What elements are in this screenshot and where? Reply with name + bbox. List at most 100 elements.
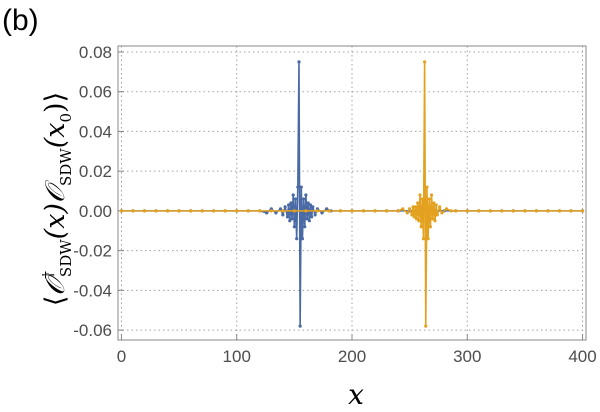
data-point (557, 209, 562, 213)
svg-text:⟨𝒪†SDW(x)𝒪SDW(x0)⟩: ⟨𝒪†SDW(x)𝒪SDW(x0)⟩ (39, 92, 75, 306)
data-point (454, 209, 458, 213)
series-line (121, 61, 583, 327)
data-point (580, 209, 585, 213)
data-point (361, 209, 366, 213)
y-axis-title: ⟨𝒪†SDW(x)𝒪SDW(x0)⟩ (39, 92, 75, 306)
x-tick-label: 100 (223, 347, 251, 366)
x-tick-label: 300 (453, 347, 481, 366)
y-title-dagger: † (39, 271, 57, 279)
data-point (165, 209, 170, 213)
data-point (292, 225, 296, 229)
data-point (320, 211, 324, 215)
data-point (419, 225, 423, 229)
y-tick-label: 0.00 (79, 202, 112, 221)
data-point (131, 209, 135, 213)
data-point (274, 211, 278, 215)
y-title-open: ⟨ (40, 296, 71, 307)
data-point (177, 209, 181, 213)
data-point (432, 201, 436, 205)
data-point (411, 205, 415, 209)
data-point (438, 205, 442, 209)
plot-frame (117, 45, 587, 341)
data-point (435, 213, 439, 217)
data-point (449, 209, 453, 213)
data-point (283, 205, 287, 209)
y-title-sub2: SDW (57, 148, 75, 186)
data-point (288, 219, 292, 223)
data-point (546, 209, 550, 213)
data-point (303, 225, 307, 229)
x-tick-label: 400 (568, 347, 596, 366)
data-point (287, 203, 291, 207)
data-point (413, 205, 417, 209)
data-point (290, 217, 294, 221)
y-title-close: ⟩ (40, 92, 71, 103)
data-point (293, 197, 298, 201)
data-point (429, 193, 434, 197)
data-point (235, 209, 239, 213)
data-point (311, 205, 315, 209)
data-point (412, 215, 416, 219)
data-point (304, 209, 308, 213)
data-point (434, 203, 438, 207)
data-point (296, 185, 300, 189)
data-point (281, 209, 285, 213)
data-point (511, 209, 515, 213)
data-point (523, 209, 527, 213)
y-tick-label: -0.06 (73, 321, 112, 340)
data-point (433, 219, 437, 223)
data-point (315, 209, 320, 213)
data-point (299, 185, 303, 189)
x-tick-label: 0 (117, 347, 126, 366)
data-point (304, 193, 308, 197)
y-tick-label: 0.08 (79, 43, 112, 62)
series-2 (119, 60, 585, 328)
data-point (307, 219, 311, 223)
data-point (154, 209, 158, 213)
data-point (292, 209, 296, 213)
data-point (327, 209, 331, 213)
data-point (338, 209, 343, 213)
x-tick-label: 200 (338, 347, 366, 366)
series-group (119, 60, 585, 328)
data-point (428, 225, 432, 229)
data-point (278, 207, 283, 211)
y-tick-label: -0.04 (73, 281, 112, 300)
data-point (427, 197, 431, 201)
data-point (300, 237, 305, 241)
data-point (308, 203, 313, 207)
data-point (477, 209, 481, 213)
data-point (258, 209, 262, 213)
data-point (313, 213, 317, 217)
data-point (297, 60, 301, 64)
y-title-arg2-close: ) (40, 102, 71, 113)
data-point (305, 217, 309, 221)
data-point (444, 207, 449, 211)
data-point (488, 209, 492, 213)
y-tick-label: 0.04 (79, 122, 112, 141)
data-point (417, 219, 421, 223)
panel-label: (b) (2, 4, 39, 37)
data-point (465, 209, 469, 213)
data-point (384, 209, 389, 213)
data-point (500, 209, 504, 213)
data-point (295, 237, 299, 241)
x-axis-title: x (348, 378, 364, 411)
data-point (285, 215, 290, 219)
data-point (431, 217, 435, 221)
data-point (423, 60, 427, 64)
data-point (289, 201, 293, 205)
data-point (569, 209, 573, 213)
data-point (310, 215, 314, 219)
data-point (223, 209, 227, 213)
y-title-sub1: SDW (57, 239, 75, 277)
data-point (306, 201, 310, 205)
axes (117, 45, 587, 341)
data-point (408, 207, 412, 211)
data-point (418, 193, 422, 197)
data-point (212, 209, 216, 213)
y-title-arg1: (x) (40, 203, 71, 239)
data-point (405, 211, 409, 215)
data-point (416, 201, 420, 205)
